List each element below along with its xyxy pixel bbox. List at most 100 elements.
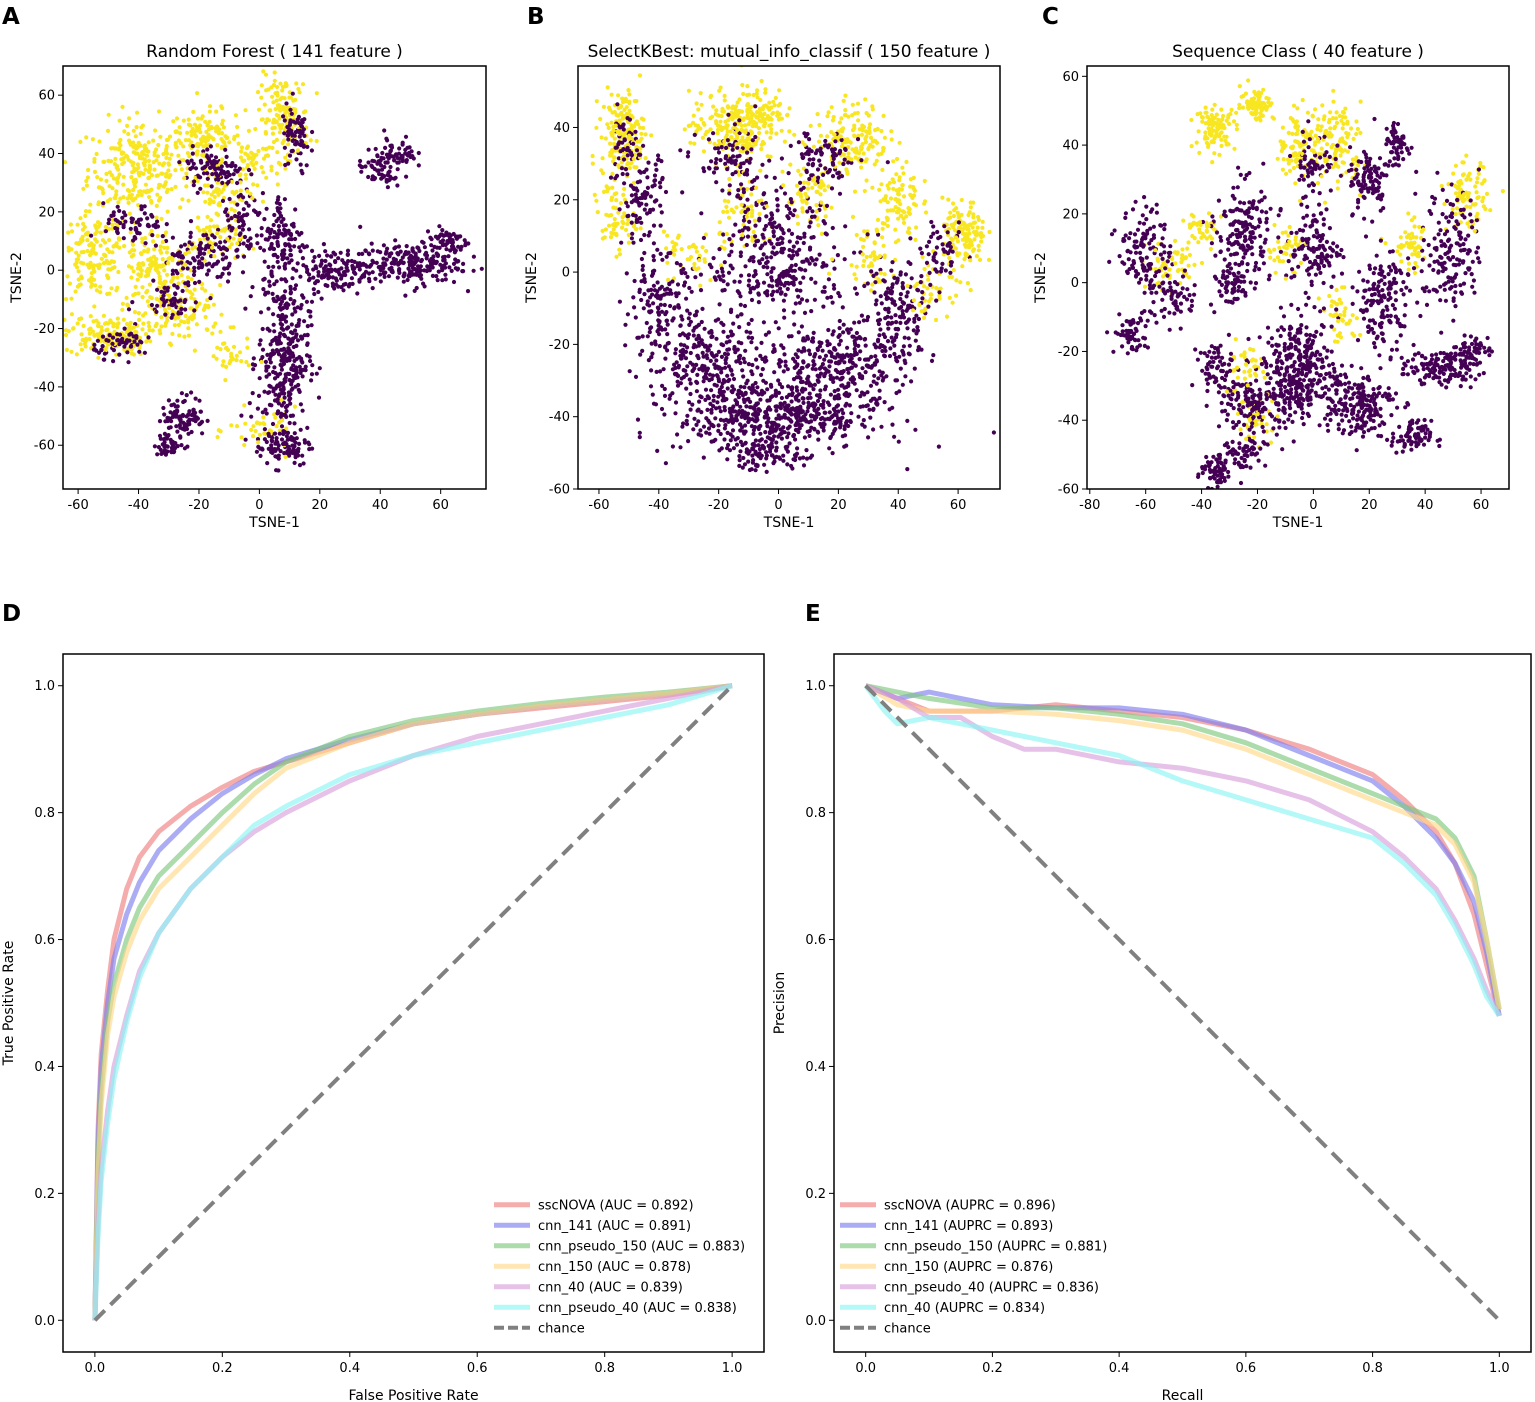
scatter-point <box>345 248 351 253</box>
scatter-point <box>440 278 445 283</box>
scatter-point <box>117 237 122 242</box>
scatter-point <box>898 320 903 325</box>
scatter-point <box>163 230 169 235</box>
scatter-point <box>620 171 625 177</box>
scatter-point <box>124 295 129 300</box>
scatter-point <box>319 258 324 263</box>
scatter-point <box>254 233 259 238</box>
scatter-point <box>274 98 279 103</box>
scatter-point <box>900 165 905 170</box>
scatter-point <box>796 140 802 145</box>
scatter-point <box>117 332 123 337</box>
scatter-point <box>600 156 605 161</box>
scatter-point <box>629 220 634 225</box>
scatter-point <box>363 164 368 169</box>
scatter-point <box>138 339 143 344</box>
scatter-point <box>786 431 791 436</box>
scatter-point <box>722 426 728 431</box>
scatter-point <box>830 257 835 262</box>
scatter-point <box>112 195 117 200</box>
scatter-point <box>771 234 777 239</box>
scatter-point <box>687 245 692 250</box>
scatter-point <box>737 130 742 136</box>
scatter-point <box>691 120 696 125</box>
scatter-point <box>246 128 251 133</box>
scatter-point <box>152 444 157 449</box>
scatter-point <box>617 247 622 252</box>
scatter-point <box>183 262 188 267</box>
scatter-point <box>760 367 765 372</box>
scatter-point <box>713 277 718 282</box>
scatter-point <box>700 245 705 250</box>
scatter-point <box>135 266 140 271</box>
scatter-point <box>181 144 186 149</box>
scatter-point <box>137 156 143 161</box>
scatter-point <box>954 278 959 283</box>
scatter-point <box>158 331 163 336</box>
scatter-point <box>598 116 603 122</box>
scatter-point <box>605 122 610 127</box>
scatter-point <box>137 261 142 266</box>
scatter-point <box>751 119 757 124</box>
scatter-point <box>870 107 875 112</box>
scatter-point <box>197 228 202 233</box>
scatter-point <box>898 213 904 218</box>
scatter-point <box>723 423 728 428</box>
scatter-point <box>265 228 270 234</box>
scatter-point <box>821 421 826 426</box>
scatter-point <box>170 235 175 240</box>
scatter-point <box>968 200 973 205</box>
scatter-point <box>675 432 680 437</box>
scatter-point <box>138 131 143 136</box>
scatter-point <box>277 265 282 270</box>
scatter-point <box>400 156 405 161</box>
scatter-point <box>257 342 262 347</box>
scatter-point <box>166 293 172 298</box>
scatter-point <box>785 367 790 372</box>
scatter-point <box>289 111 294 116</box>
scatter-point <box>251 246 256 251</box>
scatter-point <box>84 135 89 140</box>
scatter-point <box>711 104 716 109</box>
scatter-point <box>135 144 140 150</box>
scatter-point <box>893 227 898 232</box>
scatter-point <box>143 311 148 316</box>
scatter-point <box>146 335 151 340</box>
scatter-point <box>215 143 220 148</box>
scatter-point <box>959 197 964 203</box>
scatter-point <box>158 447 163 452</box>
scatter-point <box>606 186 612 191</box>
scatter-point <box>804 200 809 206</box>
scatter-point <box>113 226 118 231</box>
scatter-point <box>93 251 98 256</box>
scatter-point <box>720 188 725 193</box>
scatter-point <box>804 448 809 453</box>
scatter-point <box>246 156 251 161</box>
scatter-point <box>612 192 617 197</box>
scatter-point <box>968 288 973 293</box>
scatter-point <box>238 180 243 185</box>
scatter-point <box>692 416 697 421</box>
scatter-point <box>827 446 832 451</box>
scatter-point <box>755 365 760 370</box>
scatter-point <box>769 130 774 135</box>
scatter-point <box>295 230 300 235</box>
scatter-point <box>280 88 285 93</box>
scatter-point <box>131 269 136 274</box>
scatter-point <box>968 258 973 263</box>
scatter-point <box>761 320 767 325</box>
scatter-point <box>665 260 670 265</box>
scatter-point <box>852 134 857 139</box>
scatter-point <box>186 250 192 255</box>
scatter-point <box>117 208 122 213</box>
scatter-point <box>235 247 240 252</box>
scatter-point <box>632 165 637 170</box>
scatter-point <box>214 129 219 134</box>
scatter-point <box>189 429 194 435</box>
scatter-point <box>866 264 872 269</box>
scatter-point <box>243 421 248 426</box>
scatter-point <box>325 253 330 258</box>
scatter-point <box>891 159 896 164</box>
scatter-point <box>154 296 159 301</box>
scatter-point <box>194 415 199 420</box>
